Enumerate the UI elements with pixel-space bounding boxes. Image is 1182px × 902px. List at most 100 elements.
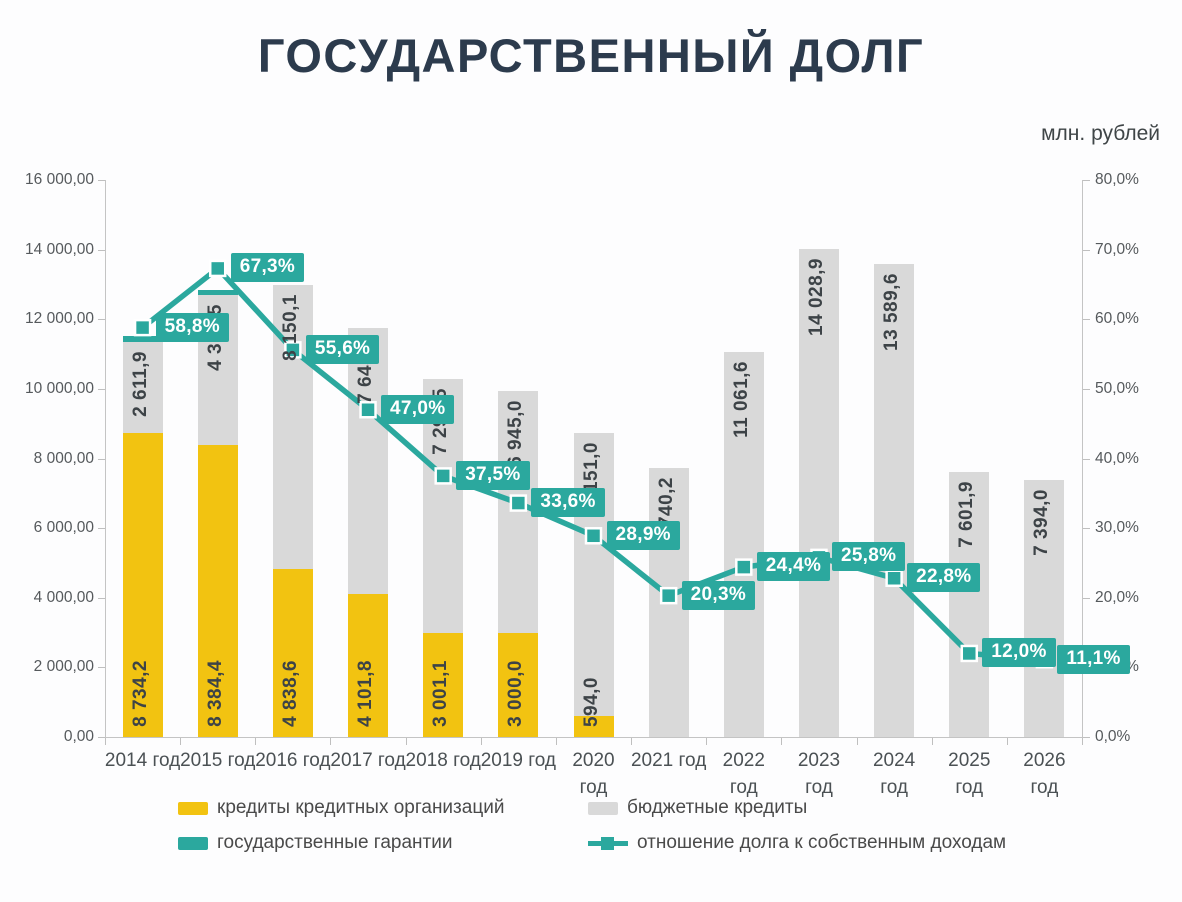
legend-item-debt-ratio: отношение долга к собственным доходам — [588, 832, 1006, 854]
secondary-y-axis-tick — [1083, 528, 1090, 530]
secondary-y-axis-tick-label: 30,0% — [1095, 519, 1139, 537]
y-axis-tick-label: 4 000,00 — [33, 588, 94, 606]
bar-data-label: 14 028,9 — [805, 257, 827, 336]
legend-label: отношение долга к собственным доходам — [637, 832, 1007, 853]
x-axis-tick-label: 2021 год — [630, 750, 707, 771]
x-axis-tick-label: 2020 год — [572, 750, 615, 798]
ratio-data-label: 12,0% — [982, 638, 1056, 668]
secondary-y-axis-tick — [1083, 388, 1090, 390]
y-axis-tick — [98, 528, 105, 530]
legend-label: кредиты кредитных организаций — [217, 797, 505, 818]
ratio-data-label: 20,3% — [681, 580, 756, 610]
ratio-data-label: 55,6% — [305, 334, 380, 364]
y-axis-tick-label: 12 000,00 — [25, 310, 94, 328]
x-axis-tick-label: 2024 год — [872, 750, 916, 798]
legend-item-state-guarantees: государственные гарантии — [178, 832, 588, 854]
legend-item-credit-org: кредиты кредитных организаций — [178, 797, 588, 819]
gray-swatch-icon — [588, 801, 618, 815]
bar-data-label: 8 734,2 — [129, 660, 151, 727]
x-axis-tick — [1082, 738, 1083, 745]
x-axis-tick — [405, 738, 407, 745]
x-axis-tick — [931, 738, 933, 745]
yellow-swatch-icon — [178, 801, 208, 815]
ratio-data-label: 47,0% — [381, 394, 455, 424]
bar-segment-state-guarantee — [197, 289, 238, 295]
x-axis-tick — [781, 738, 783, 745]
x-axis-tick-label: 2026 год — [1023, 750, 1066, 798]
bar-data-label: 4 838,6 — [279, 660, 301, 727]
ratio-data-label: 33,6% — [531, 488, 605, 518]
secondary-y-axis-tick-label: 20,0% — [1095, 588, 1139, 606]
secondary-y-axis-tick-label: 0,0% — [1095, 728, 1131, 745]
bar-data-label: 7 601,9 — [956, 481, 978, 549]
bar-data-label: 2 611,9 — [129, 351, 151, 417]
units-label: млн. рублей — [1041, 122, 1160, 145]
x-axis-tick — [706, 738, 708, 745]
y-axis-tick — [98, 597, 105, 599]
bar-data-label: 11 061,6 — [730, 360, 752, 438]
bar-data-label: 6 945,0 — [505, 399, 527, 467]
y-axis-tick — [98, 388, 105, 390]
secondary-y-axis-tick-label: 50,0% — [1095, 379, 1139, 397]
line-marker-icon — [133, 318, 152, 337]
y-axis-tick-label: 6 000,00 — [33, 519, 94, 537]
bar-data-label: 4 101,8 — [355, 660, 377, 727]
secondary-y-axis-tick-label: 70,0% — [1095, 240, 1139, 258]
x-axis-tick — [180, 738, 182, 745]
legend-item-budget-credits: бюджетные кредиты — [588, 797, 1006, 819]
bar-data-label: 8 150,1 — [279, 293, 301, 361]
x-axis-tick — [856, 738, 858, 745]
chart-legend: кредиты кредитных организаций бюджетные … — [178, 797, 1006, 854]
ratio-data-label: 22,8% — [907, 563, 981, 593]
y-axis-tick-label: 8 000,00 — [33, 449, 94, 467]
secondary-y-axis-tick — [1083, 597, 1090, 599]
bar-data-label: 13 589,6 — [881, 272, 903, 351]
y-axis-tick — [98, 667, 105, 669]
bar-data-label: 7 394,0 — [1031, 488, 1053, 556]
x-axis-tick-label: 2019 год — [480, 750, 556, 771]
x-axis-tick — [330, 738, 332, 745]
line-marker-icon — [208, 259, 227, 278]
bar-data-label: 3 000,0 — [505, 660, 527, 727]
y-axis-line — [105, 180, 106, 737]
y-axis-tick-label: 2 000,00 — [33, 658, 94, 676]
x-axis-tick — [480, 738, 482, 745]
secondary-y-axis-tick — [1083, 319, 1090, 321]
ratio-data-label: 67,3% — [230, 253, 305, 283]
x-axis-tick-label: 2017 год — [330, 750, 406, 771]
x-axis-line — [105, 737, 1083, 738]
ratio-data-label: 24,4% — [756, 552, 831, 582]
secondary-y-axis-tick-label: 60,0% — [1095, 310, 1139, 328]
x-axis-tick-label: 2023 год — [797, 750, 841, 798]
x-axis-tick — [1006, 738, 1008, 745]
x-axis-tick-label: 2018 год — [405, 750, 481, 771]
ratio-data-label: 37,5% — [456, 460, 530, 490]
x-axis-tick — [631, 738, 633, 745]
x-axis-tick-label: 2015 год — [180, 750, 256, 771]
ratio-data-label: 28,9% — [606, 520, 680, 550]
secondary-y-axis-tick — [1083, 737, 1090, 738]
y-axis-tick — [98, 458, 105, 460]
x-axis-tick — [255, 738, 257, 745]
x-axis-tick — [105, 738, 106, 745]
bar-segment-credit-org — [573, 716, 614, 737]
y-axis-tick — [98, 249, 105, 251]
y-axis-tick-label: 10 000,00 — [25, 379, 94, 397]
y-axis-tick-label: 16 000,00 — [25, 171, 94, 188]
ratio-data-label: 25,8% — [831, 542, 906, 572]
bar-data-label: 594,0 — [580, 676, 602, 727]
page-title: ГОСУДАРСТВЕННЫЙ ДОЛГ — [257, 29, 925, 82]
x-axis-tick-label: 2025 год — [948, 750, 991, 798]
y-axis-tick — [98, 319, 105, 321]
y-axis-tick-label: 0,00 — [63, 728, 94, 745]
bar-data-label: 3 001,1 — [430, 660, 452, 727]
x-axis-tick — [555, 738, 557, 745]
ratio-data-label: 58,8% — [155, 312, 229, 342]
teal-swatch-icon — [178, 836, 208, 850]
x-axis-tick-label: 2022 год — [722, 750, 765, 798]
y-axis-tick — [98, 737, 105, 738]
secondary-y-axis-line — [1082, 180, 1083, 737]
line-marker-swatch-icon — [588, 836, 628, 851]
y-axis-tick-label: 14 000,00 — [25, 240, 94, 258]
